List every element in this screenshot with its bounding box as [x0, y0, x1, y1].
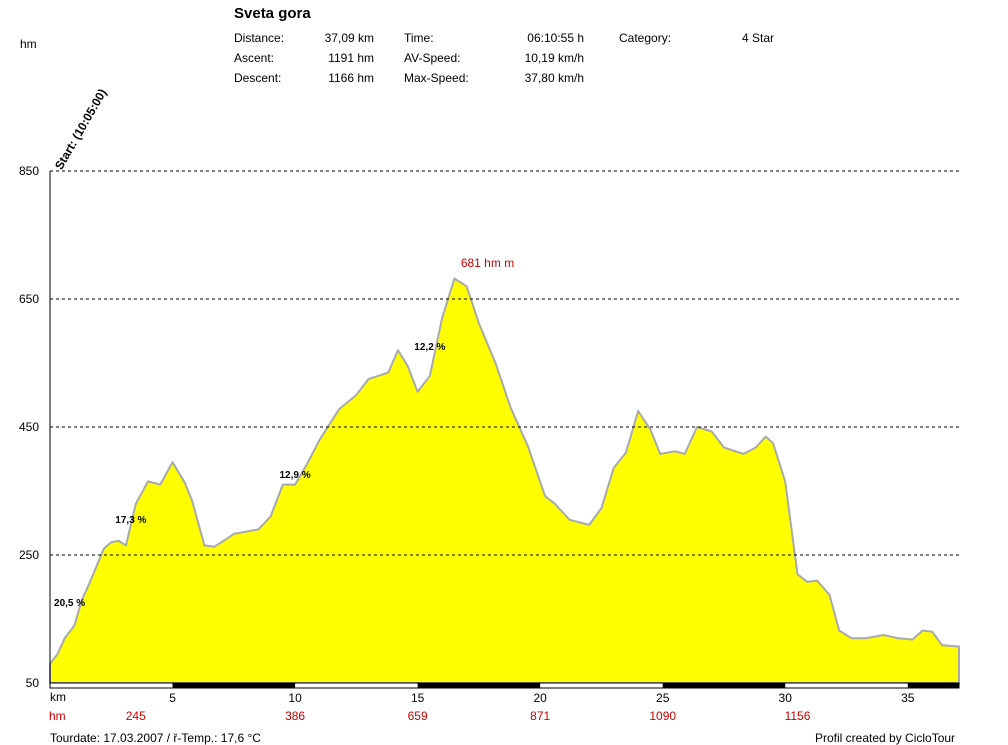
x-tick-label: 25 — [656, 691, 670, 705]
cumulative-hm-label: hm — [49, 709, 66, 723]
time-value: 06:10:55 h — [527, 31, 584, 45]
x-axis-segment — [907, 683, 959, 688]
y-tick-label: 850 — [19, 164, 39, 178]
time-label: Time: — [404, 31, 434, 45]
cumulative-hm-value: 245 — [126, 709, 146, 723]
gradient-label: 12,2 % — [414, 342, 445, 353]
cumulative-hm-value: 871 — [530, 709, 550, 723]
x-tick-label: 15 — [411, 691, 425, 705]
x-axis-unit-label: km — [50, 690, 66, 704]
chart-labels: 50 250 450 650 850 5 10 15 20 25 30 35 245 386 659 871 1… — [19, 164, 915, 723]
max-speed-value: 37,80 km/h — [524, 71, 584, 85]
credit-text: Profil created by CicloTour — [815, 731, 956, 745]
descent-label: Descent: — [234, 71, 282, 85]
ascent-value: 1191 hm — [328, 51, 374, 65]
y-tick-label: 650 — [19, 292, 39, 306]
gradient-label: 20,5 % — [54, 598, 85, 609]
avg-speed-label: AV-Speed: — [404, 51, 461, 65]
gradient-label: 12,9 % — [280, 470, 311, 481]
grid-lines — [50, 170, 959, 556]
tour-info: Tourdate: 17.03.2007 / ř-Temp.: 17,6 °C — [50, 731, 261, 745]
cumulative-hm-value: 659 — [408, 709, 428, 723]
y-tick-label: 50 — [26, 676, 40, 690]
descent-value: 1166 hm — [328, 71, 374, 85]
y-tick-label: 250 — [19, 548, 39, 562]
cumulative-hm-value: 1090 — [649, 709, 676, 723]
x-tick-label: 35 — [901, 691, 915, 705]
ascent-label: Ascent: — [234, 51, 275, 65]
elevation-area — [49, 277, 960, 684]
x-axis-segment — [662, 683, 786, 688]
gradient-label: 17,3 % — [115, 515, 146, 526]
cumulative-hm-value: 386 — [285, 709, 305, 723]
max-speed-label: Max-Speed: — [404, 71, 469, 85]
x-tick-label: 5 — [169, 691, 176, 705]
y-tick-label: 450 — [19, 420, 39, 434]
avg-speed-value: 10,19 km/h — [524, 51, 584, 65]
x-axis-segment — [172, 683, 296, 688]
category-label: Category: — [619, 31, 672, 45]
distance-label: Distance: — [234, 31, 285, 45]
y-axis-unit-label: hm — [20, 37, 37, 51]
x-tick-label: 20 — [533, 691, 547, 705]
x-tick-label: 10 — [288, 691, 302, 705]
distance-value: 37,09 km — [324, 31, 374, 45]
peak-altitude-label: 681 hm m — [461, 256, 514, 270]
cumulative-hm-value: 1156 — [785, 709, 811, 723]
x-tick-label: 30 — [779, 691, 793, 705]
chart-title: Sveta gora — [234, 5, 311, 22]
x-axis-segment — [417, 683, 541, 688]
x-axis-bar — [49, 682, 960, 689]
category-value: 4 Star — [742, 31, 775, 45]
